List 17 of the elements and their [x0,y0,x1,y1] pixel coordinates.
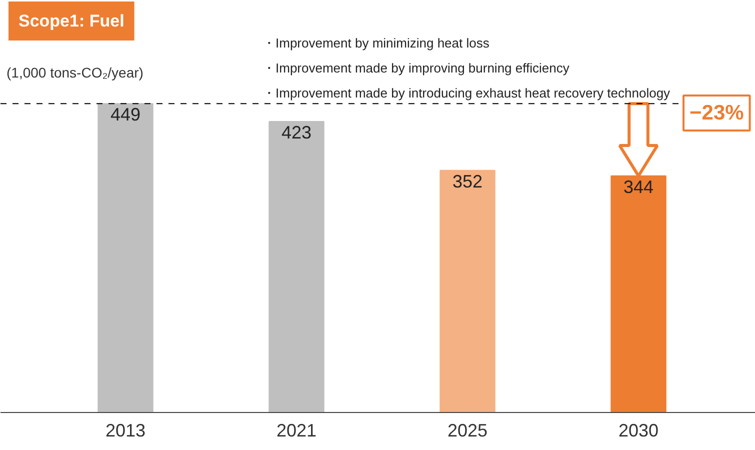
text: ・Improvement by minimizing heat loss [262,36,490,50]
bar [440,170,496,412]
text: ・Improvement made by introducing exhaust heat recovery technology [262,86,671,100]
y-axis-title: (1,000 tons-CO₂/year) [6,64,144,80]
text: ・Improvement made by improving burning efficiency [262,60,570,76]
data-label: 449 [110,104,141,125]
data-label: 344 [623,176,654,197]
x-tick-label: 2030 [618,420,659,440]
annotation: −23% [690,102,744,124]
bar [98,103,154,412]
bar [268,121,324,412]
x-tick-label: 2013 [105,420,146,440]
data-label: 352 [452,171,483,192]
x-tick-label: 2021 [276,420,317,440]
chart-title: Scope1: Fuel [18,12,124,30]
x-tick-label: 2025 [447,420,488,440]
data-label: 423 [281,122,312,143]
